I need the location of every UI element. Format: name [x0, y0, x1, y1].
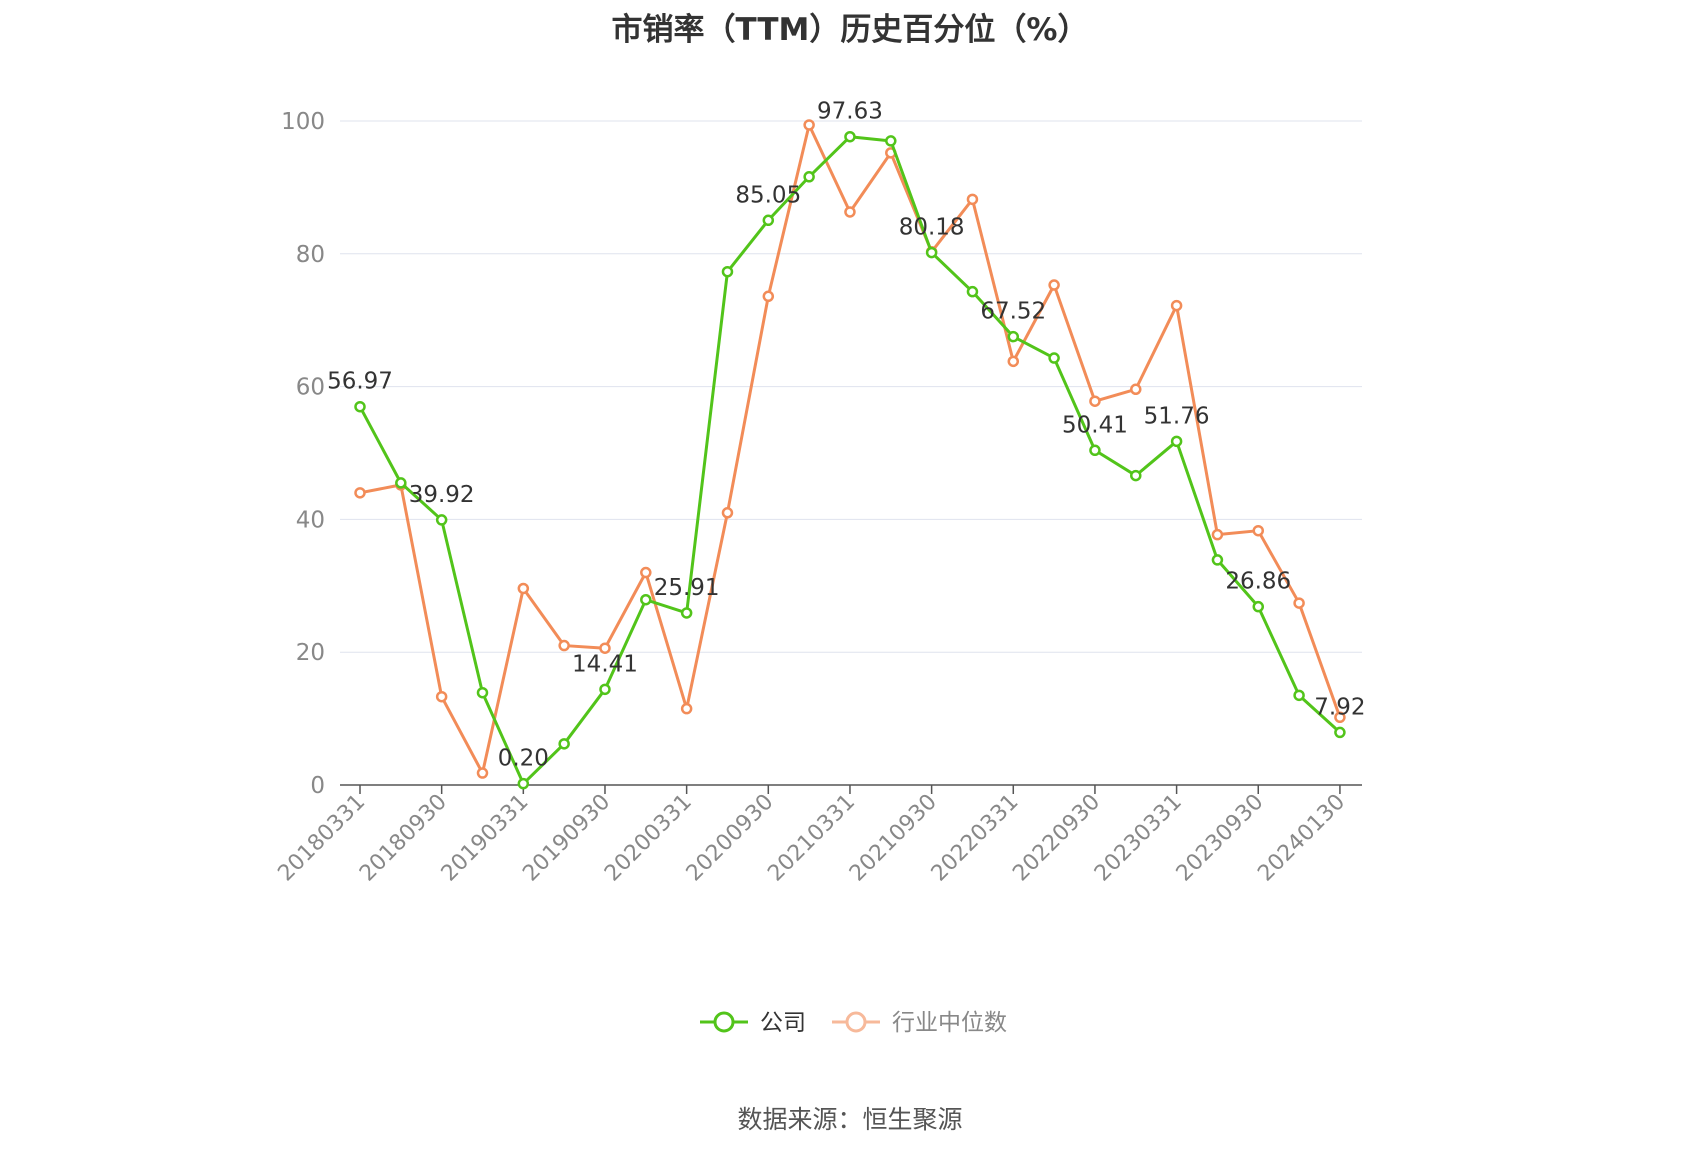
- x-tick-label: 20220331: [927, 790, 1024, 887]
- x-tick-label: 20210331: [763, 790, 860, 887]
- data-point: [1334, 726, 1346, 739]
- data-point: [1048, 352, 1060, 364]
- y-tick-label: 0: [310, 773, 325, 799]
- data-point: [1211, 528, 1224, 541]
- x-tick-label: 20180331: [273, 790, 370, 887]
- data-point: [1130, 469, 1142, 482]
- data-point: [599, 642, 611, 654]
- y-tick-label: 100: [281, 109, 325, 135]
- data-point: [1170, 435, 1183, 448]
- data-label: 7.92: [1314, 694, 1365, 720]
- y-tick-label: 40: [296, 507, 325, 533]
- y-tick-label: 80: [296, 242, 325, 268]
- x-tick-label: 20190930: [518, 790, 615, 887]
- data-point: [1293, 597, 1305, 609]
- x-tick-label: 20200930: [682, 790, 779, 887]
- data-point: [680, 702, 693, 715]
- x-tick-label: 20230930: [1172, 790, 1269, 887]
- data-point: [885, 135, 897, 147]
- data-point: [1293, 689, 1305, 702]
- data-point: [1252, 600, 1265, 613]
- data-point: [1007, 330, 1020, 343]
- data-label: 0.20: [498, 746, 549, 772]
- data-point: [762, 214, 775, 227]
- series-line-company: [358, 135, 1341, 786]
- data-source-note: 数据来源：恒生聚源: [737, 1105, 963, 1134]
- data-label: 50.41: [1062, 412, 1128, 438]
- x-tick-label: 20180930: [355, 790, 452, 887]
- data-point: [803, 171, 815, 183]
- data-point: [844, 206, 856, 218]
- data-label: 51.76: [1144, 403, 1210, 429]
- data-label: 39.92: [409, 482, 475, 508]
- data-point: [1089, 395, 1101, 407]
- data-point: [1007, 355, 1020, 368]
- data-point: [966, 193, 979, 206]
- data-label: 25.91: [654, 575, 720, 601]
- data-point: [517, 582, 530, 595]
- legend-marker: [713, 1011, 735, 1033]
- data-point: [640, 593, 652, 606]
- data-label: 80.18: [899, 215, 965, 241]
- data-point: [476, 686, 489, 699]
- x-tick-label: 20190331: [437, 790, 534, 887]
- legend-item-company: 公司: [760, 1010, 806, 1036]
- data-point: [517, 777, 530, 790]
- data-label: 14.41: [572, 651, 638, 677]
- x-tick-label: 20210930: [845, 790, 942, 887]
- data-point: [1130, 383, 1142, 396]
- data-point: [721, 507, 734, 519]
- x-tick-label: 20240130: [1253, 790, 1350, 887]
- x-tick-label: 20220930: [1008, 790, 1105, 887]
- data-point: [966, 285, 979, 298]
- data-point: [680, 607, 693, 619]
- data-point: [925, 246, 938, 259]
- data-point: [435, 514, 448, 526]
- data-point: [803, 119, 815, 131]
- data-point: [354, 400, 366, 413]
- data-point: [1252, 524, 1265, 537]
- y-tick-label: 20: [296, 640, 325, 666]
- series-line-industry-median: [359, 123, 1342, 775]
- data-point: [1048, 279, 1060, 291]
- data-point: [1211, 554, 1224, 566]
- data-point: [844, 130, 856, 143]
- data-label: 56.97: [327, 369, 393, 395]
- data-point: [721, 265, 734, 278]
- data-point: [435, 690, 448, 703]
- x-tick-label: 20230331: [1090, 790, 1187, 887]
- data-point: [640, 566, 652, 579]
- data-point: [476, 767, 489, 779]
- data-point: [354, 487, 366, 499]
- data-point: [558, 639, 570, 652]
- data-point: [395, 477, 407, 489]
- data-point: [762, 290, 775, 303]
- data-point: [1089, 444, 1101, 457]
- y-tick-label: 60: [296, 375, 325, 401]
- legend-item-industry-median: 行业中位数: [892, 1010, 1007, 1036]
- data-label: 97.63: [817, 99, 883, 125]
- x-tick-label: 20200331: [600, 790, 697, 887]
- data-point: [599, 683, 611, 696]
- data-label: 67.52: [980, 299, 1046, 325]
- data-point: [1170, 299, 1183, 312]
- chart-title: 市销率（TTM）历史百分位（%）: [611, 12, 1089, 48]
- data-point: [558, 738, 570, 750]
- legend-marker: [845, 1011, 867, 1033]
- data-point: [1334, 711, 1346, 724]
- data-label: 85.05: [735, 182, 801, 208]
- data-label: 26.86: [1225, 569, 1291, 595]
